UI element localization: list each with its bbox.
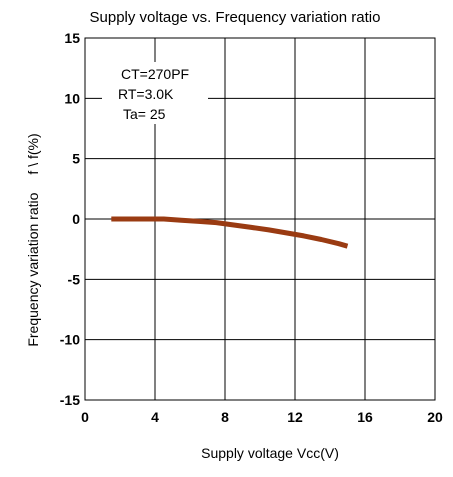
y-axis-title-main: Frequency variation ratio xyxy=(25,192,41,346)
series-line-0 xyxy=(111,216,349,249)
x-tick-label: 20 xyxy=(427,409,443,425)
annotation-background xyxy=(102,62,208,124)
series-layer xyxy=(111,216,349,249)
annotation-ct: CT=270PF xyxy=(121,66,189,82)
y-tick-label: 0 xyxy=(72,211,80,227)
y-tick-label: -10 xyxy=(60,332,80,348)
x-tick-label: 8 xyxy=(221,409,229,425)
x-tick-label: 0 xyxy=(81,409,89,425)
x-tick-labels: 0 4 8 12 16 20 xyxy=(81,409,443,425)
y-tick-label: -5 xyxy=(68,271,81,287)
chart-title: Supply voltage vs. Frequency variation r… xyxy=(90,9,381,26)
y-tick-label: 10 xyxy=(64,90,80,106)
x-tick-label: 12 xyxy=(287,409,303,425)
annotation-ta: Ta= 25 xyxy=(123,106,166,122)
x-tick-label: 16 xyxy=(357,409,373,425)
annotation-box: CT=270PF RT=3.0K Ta= 25 xyxy=(102,62,208,124)
annotation-rt: RT=3.0K xyxy=(118,86,174,102)
y-tick-label: 15 xyxy=(64,30,80,46)
x-axis-title: Supply voltage Vcc(V) xyxy=(201,445,339,461)
y-tick-label: -15 xyxy=(60,392,80,408)
y-tick-labels: 15 10 5 0 -5 -10 -15 xyxy=(60,30,80,408)
y-tick-label: 5 xyxy=(72,151,80,167)
x-tick-label: 4 xyxy=(151,409,159,425)
y-axis-title: Frequency variation ratio f \ f(%) xyxy=(25,133,41,346)
plot-frame xyxy=(84,37,436,401)
y-axis-title-unit: f \ f(%) xyxy=(25,133,41,174)
